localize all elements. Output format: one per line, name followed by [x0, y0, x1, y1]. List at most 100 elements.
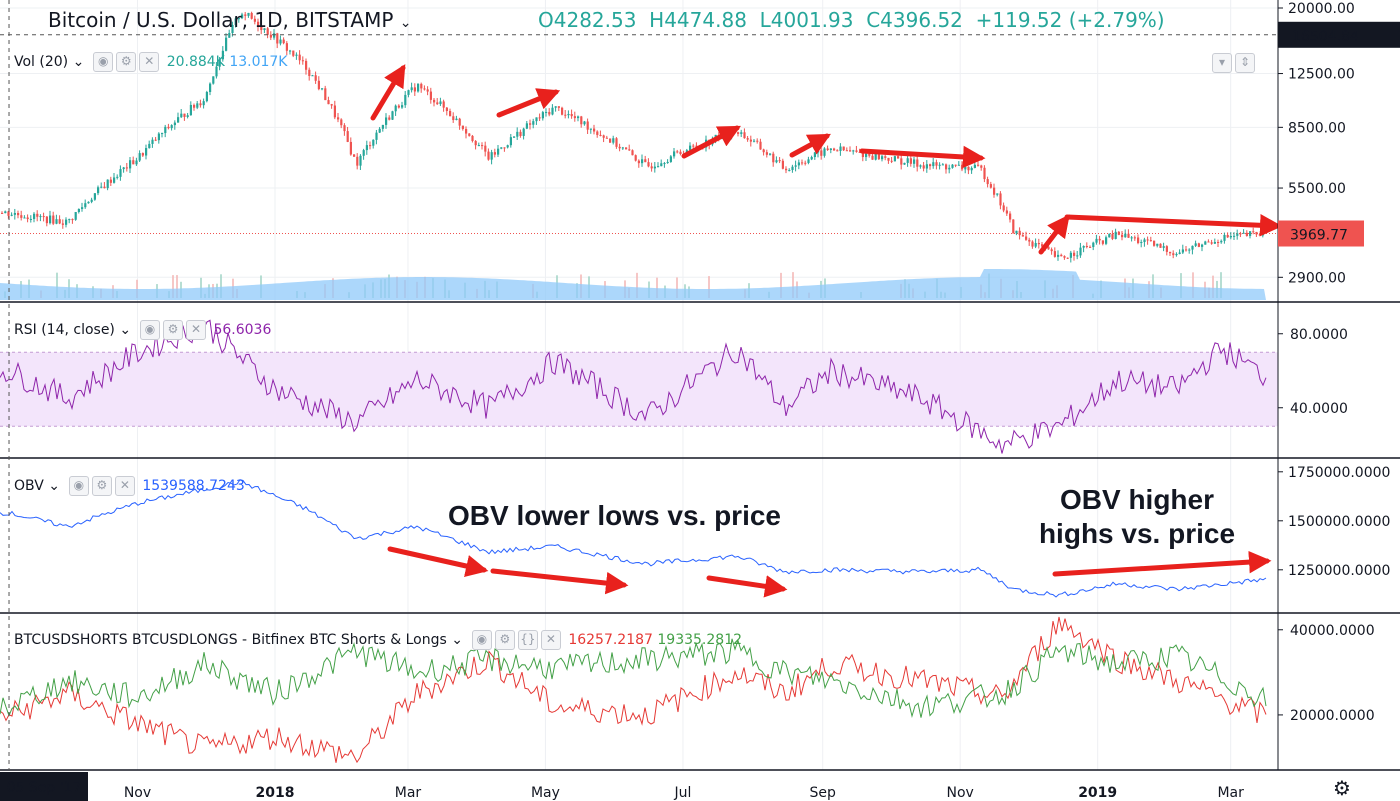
candle-body — [538, 117, 541, 119]
candle-body — [1127, 233, 1130, 238]
candle-body — [420, 83, 423, 89]
close-icon[interactable]: ✕ — [114, 476, 135, 496]
candle-body — [1223, 234, 1226, 241]
candle-body — [833, 148, 836, 151]
candle-body — [317, 80, 320, 90]
candle-body — [247, 12, 250, 16]
gear-icon[interactable]: ⚙ — [163, 320, 183, 340]
candle-body — [746, 138, 749, 140]
annotation-arrow — [490, 568, 629, 595]
chevron-down-icon[interactable]: ⌄ — [399, 15, 412, 31]
candle-body — [401, 105, 404, 108]
close-icon[interactable]: ✕ — [540, 630, 561, 650]
candle-body — [1258, 234, 1261, 236]
candle-body — [77, 208, 80, 212]
candle-body — [340, 119, 343, 126]
candle-body — [234, 18, 237, 25]
candle-body — [1073, 252, 1076, 256]
candle-body — [871, 155, 874, 160]
shorts-longs-label[interactable]: BTCUSDSHORTS BTCUSDLONGS - Bitfinex BTC … — [14, 632, 447, 648]
candle-body — [125, 167, 128, 169]
candle-body — [845, 150, 848, 152]
candle-body — [493, 152, 496, 155]
obv-legend: OBV ⌄ ◉ ⚙ ✕ 1539588.7243 — [14, 476, 245, 496]
candle-body — [164, 126, 167, 134]
candle-body — [4, 211, 7, 214]
close-icon[interactable]: ✕ — [186, 320, 206, 340]
candle-body — [785, 168, 788, 171]
candle-body — [167, 126, 170, 129]
candle-body — [983, 167, 986, 180]
candle-body — [1156, 243, 1159, 246]
candle-body — [1226, 234, 1229, 238]
candle-body — [1143, 239, 1146, 243]
eye-icon[interactable]: ◉ — [93, 52, 114, 72]
candle-body — [311, 75, 314, 77]
candle-body — [516, 131, 519, 137]
candle-body — [1037, 243, 1040, 245]
move-down-icon[interactable]: ▾ — [1212, 52, 1232, 73]
candle-body — [615, 138, 618, 147]
candle-body — [237, 18, 240, 20]
candle-body — [874, 153, 877, 160]
volume-bar — [176, 275, 178, 298]
candle-body — [1220, 240, 1223, 243]
candle-body — [301, 60, 304, 62]
candle-body — [116, 176, 119, 178]
time-tick-label: May — [531, 785, 560, 801]
candle-body — [1242, 232, 1245, 234]
candle-body — [628, 149, 631, 151]
close-icon[interactable]: ✕ — [139, 52, 160, 72]
move-up-down-icon[interactable]: ⇕ — [1235, 52, 1255, 73]
candle-body — [465, 128, 468, 134]
symbol-title[interactable]: Bitcoin / U.S. Dollar, 1D, BITSTAMP — [48, 8, 394, 32]
candle-body — [612, 138, 615, 143]
candle-body — [17, 213, 20, 216]
volume-label[interactable]: Vol (20) — [14, 54, 69, 70]
candle-body — [957, 164, 960, 166]
candle-body — [1057, 254, 1060, 257]
rsi-label[interactable]: RSI (14, close) — [14, 322, 115, 338]
candle-body — [1159, 243, 1162, 248]
obv-line — [0, 479, 1267, 598]
change-value: +119.52 (+2.79%) — [975, 8, 1165, 32]
candle-body — [189, 104, 192, 116]
symbol-header[interactable]: Bitcoin / U.S. Dollar, 1D, BITSTAMP ⌄ — [48, 8, 412, 32]
eye-icon[interactable]: ◉ — [140, 320, 160, 340]
candle-body — [378, 128, 381, 133]
candle-body — [999, 193, 1002, 206]
source-code-icon[interactable]: {} — [517, 630, 538, 650]
gear-icon[interactable]: ⚙ — [116, 52, 137, 72]
candle-body — [861, 152, 864, 158]
annotation-arrow — [496, 88, 561, 118]
candle-body — [1210, 242, 1213, 244]
candle-body — [423, 88, 426, 90]
candle-body — [385, 117, 388, 125]
sl-tick-label: 40000.0000 — [1290, 623, 1375, 639]
candle-body — [692, 145, 695, 147]
candle-body — [193, 104, 196, 108]
settings-gear-icon[interactable]: ⚙ — [1333, 776, 1351, 800]
candle-body — [1175, 253, 1178, 256]
volume-bar — [1220, 272, 1222, 298]
candle-body — [1098, 238, 1101, 241]
candle-body — [849, 150, 852, 152]
gear-icon[interactable]: ⚙ — [494, 630, 515, 650]
obv-label[interactable]: OBV — [14, 478, 44, 494]
candle-body — [1249, 231, 1252, 236]
candle-body — [1066, 257, 1069, 259]
candle-body — [567, 113, 570, 116]
candle-body — [673, 151, 676, 157]
eye-icon[interactable]: ◉ — [471, 630, 492, 650]
candle-body — [109, 179, 112, 183]
crosshair-date-box — [0, 772, 88, 801]
volume-bar — [1180, 273, 1182, 298]
candle-body — [1015, 230, 1018, 234]
candle-body — [586, 121, 589, 130]
eye-icon[interactable]: ◉ — [68, 476, 89, 496]
gear-icon[interactable]: ⚙ — [91, 476, 112, 496]
candle-body — [218, 59, 221, 67]
candle-body — [890, 160, 893, 162]
candle-body — [151, 139, 154, 144]
